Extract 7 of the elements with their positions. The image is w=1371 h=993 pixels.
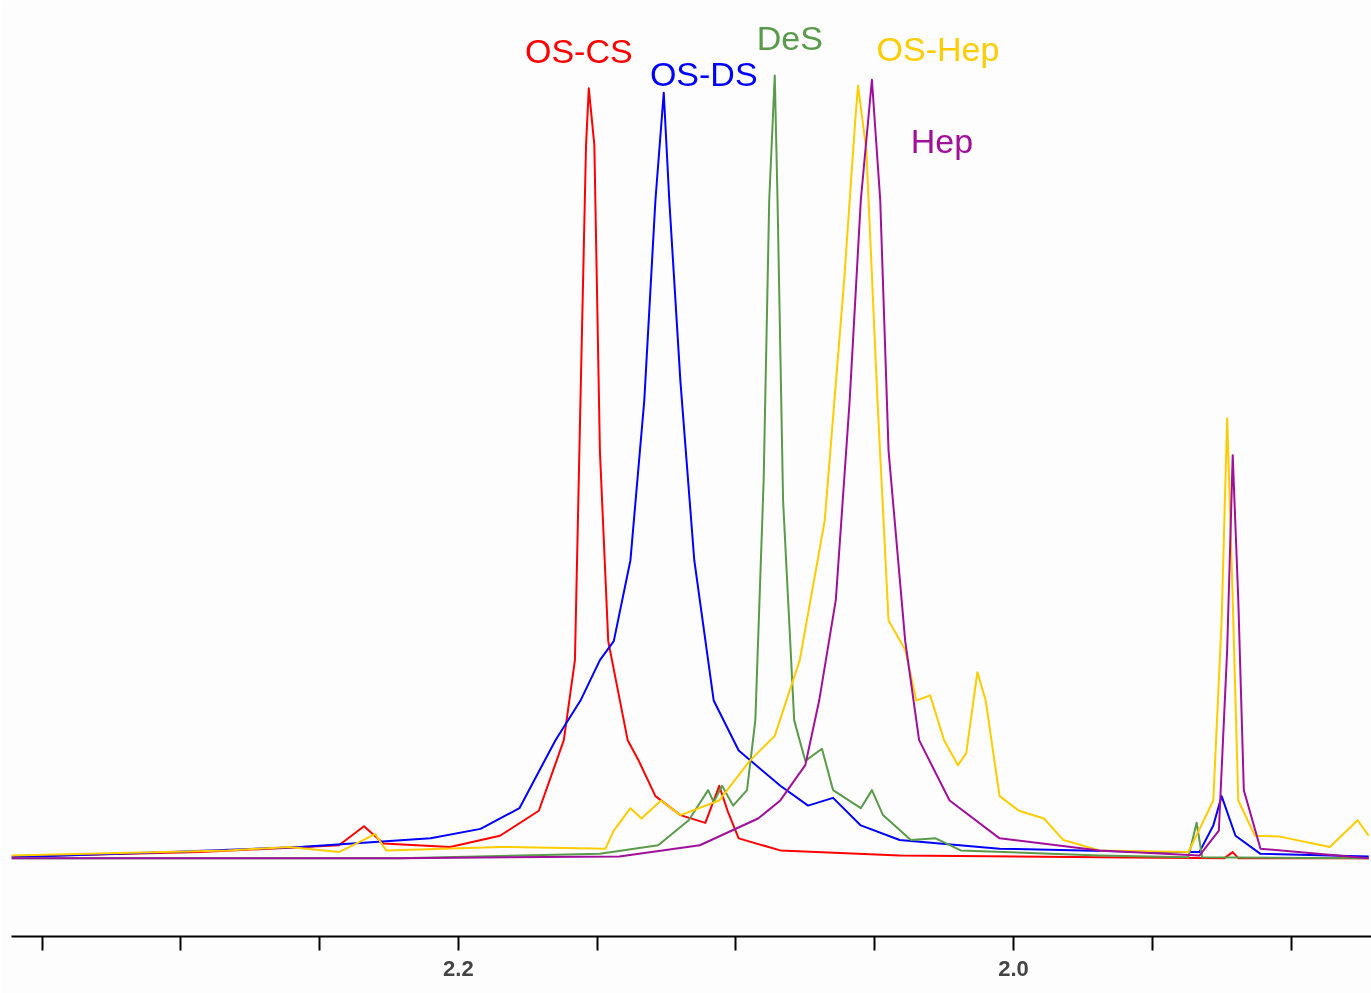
- x-tick-label: 2.0: [998, 955, 1029, 981]
- series-label: OS-Hep: [876, 29, 1000, 68]
- series-label: DeS: [756, 19, 823, 58]
- series-label: OS-DS: [649, 54, 758, 93]
- x-tick-label: 2.2: [443, 955, 474, 981]
- series-label: OS-CS: [524, 32, 633, 71]
- series-label: Hep: [910, 121, 974, 160]
